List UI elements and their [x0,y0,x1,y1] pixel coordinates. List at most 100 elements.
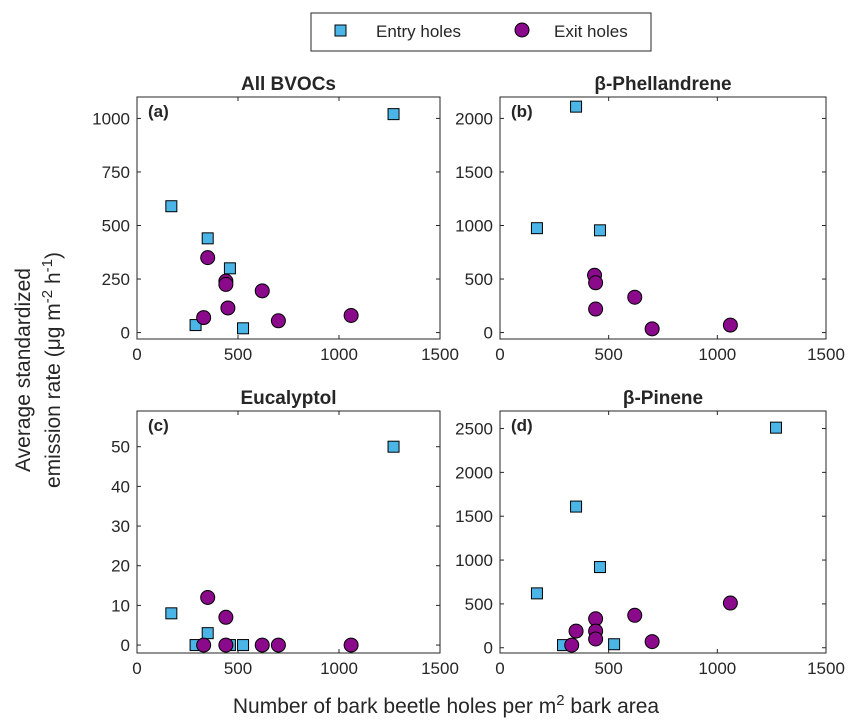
y-axis-label-line2: emission rate (μg m-2 h-1) [39,252,65,488]
panel-title: Eucalyptol [240,388,336,409]
exit-point [588,631,604,647]
exit-point [270,637,286,653]
x-tick-label: 500 [594,659,622,678]
y-tick-label: 0 [484,324,493,343]
entry-point [237,322,250,335]
exit-point [200,589,216,605]
entry-point [237,639,250,652]
y-tick-label: 20 [111,557,130,576]
exit-point [218,609,234,625]
x-tick-label: 1500 [421,345,459,364]
legend-box [310,12,652,52]
legend-exit-label: Exit holes [554,22,628,41]
y-tick-label: 500 [465,270,493,289]
exit-point [343,637,359,653]
y-tick-label: 1500 [455,163,493,182]
exit-point [722,595,738,611]
panel-title: All BVOCs [241,74,336,95]
y-tick-label: 1000 [92,109,130,128]
entry-point [387,440,400,453]
y-tick-label: 750 [102,163,130,182]
y-tick-label: 500 [102,216,130,235]
x-tick-label: 1000 [698,659,736,678]
exit-point [343,307,359,323]
entry-point [570,500,583,513]
panel-title: β-Phellandrene [594,74,731,95]
y-tick-label: 2000 [455,109,493,128]
exit-point [196,310,212,326]
entry-point [189,319,202,332]
x-tick-label: 0 [132,345,141,364]
panel-2: 0 500 1000 1500 0 500 1000 1500 2000 β-Phellandre… [455,74,845,364]
entry-point [770,421,783,434]
exit-point [254,283,270,299]
exit-point [627,607,643,623]
panel-label: (b) [511,102,533,121]
entry-point [530,222,543,235]
y-tick-label: 1000 [455,216,493,235]
entry-point [608,638,621,651]
y-axis-label-line1: Average standardized [12,268,35,472]
entry-point [165,607,178,620]
x-tick-label: 500 [224,659,252,678]
x-tick-label: 1500 [807,345,845,364]
entry-point [223,262,236,275]
exit-point [200,250,216,266]
panel-label: (d) [511,416,533,435]
entry-point [530,587,543,600]
exit-point [644,634,660,650]
y-tick-label: 1000 [455,551,493,570]
y-axis-label: Average standardized emission rate (μg m… [12,252,65,488]
exit-point [588,275,604,291]
x-tick-label: 1500 [421,659,459,678]
y-tick-label: 2000 [455,463,493,482]
y-tick-label: 30 [111,517,130,536]
exit-point [588,301,604,317]
y-tick-label: 0 [121,324,130,343]
entry-point [387,108,400,121]
entry-point [570,100,583,113]
y-tick-label: 500 [465,595,493,614]
legend-exit-marker [514,22,530,38]
entry-point [201,232,214,245]
y-tick-label: 0 [484,639,493,658]
x-tick-label: 1500 [807,659,845,678]
panel-label: (a) [148,102,169,121]
exit-point [568,623,584,639]
y-tick-label: 2500 [455,420,493,439]
y-tick-label: 10 [111,596,130,615]
panel-4: 0 500 1000 1500 0 500 1000 1500 2000 2500 β-Pinene… [455,388,845,678]
legend: Entry holes Exit holes [310,12,652,52]
x-tick-label: 500 [224,345,252,364]
exit-point [220,300,236,316]
panel-1: 0 500 1000 1500 0 250 500 750 1000 All BVOCs (a) [92,74,459,364]
y-tick-label: 50 [111,438,130,457]
exit-point [270,313,286,329]
y-tick-label: 40 [111,477,130,496]
x-tick-label: 0 [495,345,504,364]
x-tick-label: 1000 [320,659,358,678]
exit-point [644,321,660,337]
x-tick-label: 0 [495,659,504,678]
exit-point [218,276,234,292]
exit-point [564,637,580,653]
entry-point [593,224,606,237]
exit-point [722,317,738,333]
y-tick-label: 1500 [455,507,493,526]
exit-point [196,637,212,653]
panel-title: β-Pinene [623,388,703,409]
exit-point [254,637,270,653]
entry-point [201,627,214,640]
panel-label: (c) [148,416,169,435]
entry-point [165,200,178,213]
x-tick-label: 0 [132,659,141,678]
entry-point [593,561,606,574]
plot-area [499,410,827,654]
legend-entry-marker [334,24,347,37]
x-tick-label: 1000 [320,345,358,364]
x-tick-label: 500 [594,345,622,364]
legend-entry-label: Entry holes [376,22,461,41]
plot-area [136,96,441,340]
